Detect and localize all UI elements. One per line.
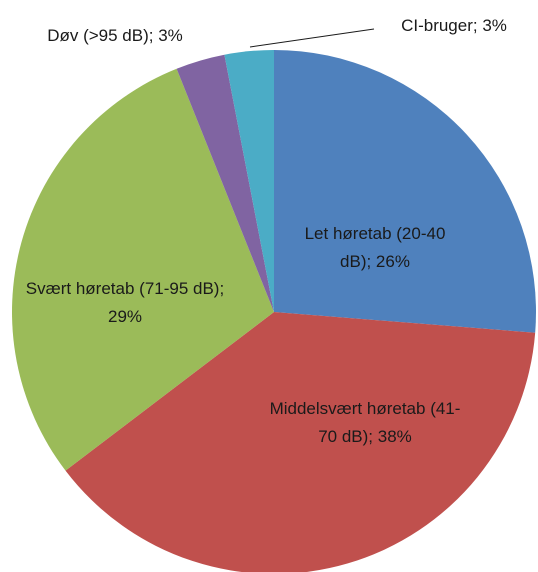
slice-label-box: Middelsvært høretab (41-70 dB); 38% — [269, 399, 461, 446]
slice-label: Døv (>95 dB); 3% — [47, 26, 183, 45]
slice-label: CI-bruger; 3% — [401, 16, 507, 35]
slice-label-box: Døv (>95 dB); 3% — [47, 26, 183, 45]
slice-label: Middelsvært høretab (41-70 dB); 38% — [269, 399, 461, 446]
slice-label: Let høretab (20-40 dB); 26% — [304, 224, 446, 271]
pie-slice — [65, 312, 536, 572]
pie-slice — [11, 68, 275, 471]
slice-label-box: Svært høretab (71-95 dB); 29% — [25, 279, 225, 326]
slice-label: Svært høretab (71-95 dB); 29% — [25, 279, 225, 326]
pie-slice — [274, 50, 536, 333]
slice-label-box: Let høretab (20-40 dB); 26% — [304, 224, 446, 271]
leader-line — [249, 28, 375, 48]
slice-label-box: CI-bruger; 3% — [401, 16, 507, 35]
pie-slice — [176, 54, 274, 312]
pie-slice — [224, 50, 274, 312]
